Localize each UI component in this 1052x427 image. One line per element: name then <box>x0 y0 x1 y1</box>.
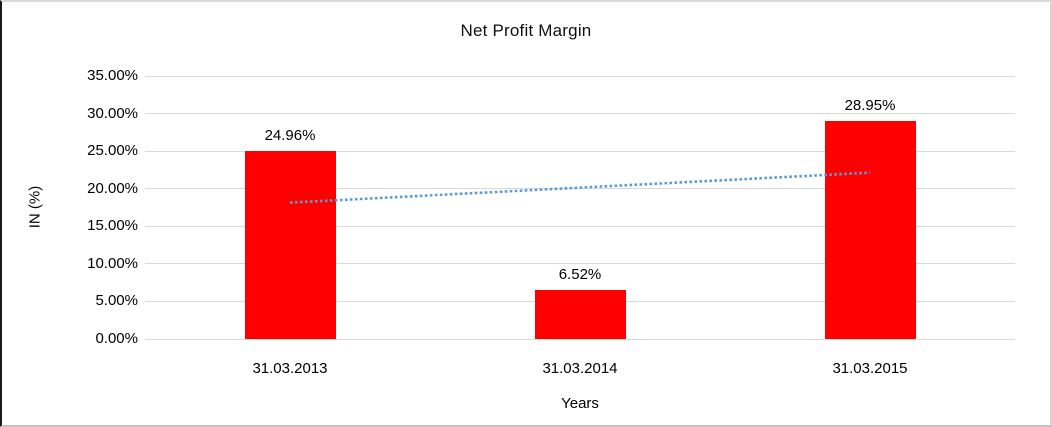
bar-31.03.2013 <box>244 151 336 339</box>
bar-value-label: 6.52% <box>558 266 602 284</box>
bar-value-label: 24.96% <box>264 127 316 145</box>
plot-area: 24.96% 6.52% 28.95% <box>145 75 1015 340</box>
gridline <box>145 113 1015 115</box>
y-axis-tick-label: 10.00% <box>87 254 138 272</box>
trendline <box>289 171 871 204</box>
x-axis-tick-label: 31.03.2015 <box>832 360 908 377</box>
bar-value-label: 28.95% <box>844 97 896 115</box>
y-axis-tick-label: 15.00% <box>87 217 138 235</box>
gridline <box>145 75 1015 77</box>
chart-title: Net Profit Margin <box>460 21 592 40</box>
x-axis-tick-label: 31.03.2014 <box>542 360 618 377</box>
gridline <box>145 338 1015 340</box>
y-axis-tick-label: 5.00% <box>95 292 138 310</box>
gridline <box>145 225 1015 227</box>
y-axis-tick-label: 20.00% <box>87 179 138 197</box>
y-axis-tick-label: 0.00% <box>95 330 138 347</box>
y-axis-tick-label: 35.00% <box>87 67 138 84</box>
x-axis-tick-label: 31.03.2013 <box>252 360 328 377</box>
x-axis-title: Years <box>561 395 599 412</box>
gridline <box>145 150 1015 152</box>
bar-31.03.2015 <box>824 121 916 339</box>
y-axis-tick-label: 25.00% <box>87 142 138 160</box>
gridline <box>145 263 1015 265</box>
bar-31.03.2014 <box>534 290 626 339</box>
y-axis-tick-label: 30.00% <box>87 104 138 122</box>
